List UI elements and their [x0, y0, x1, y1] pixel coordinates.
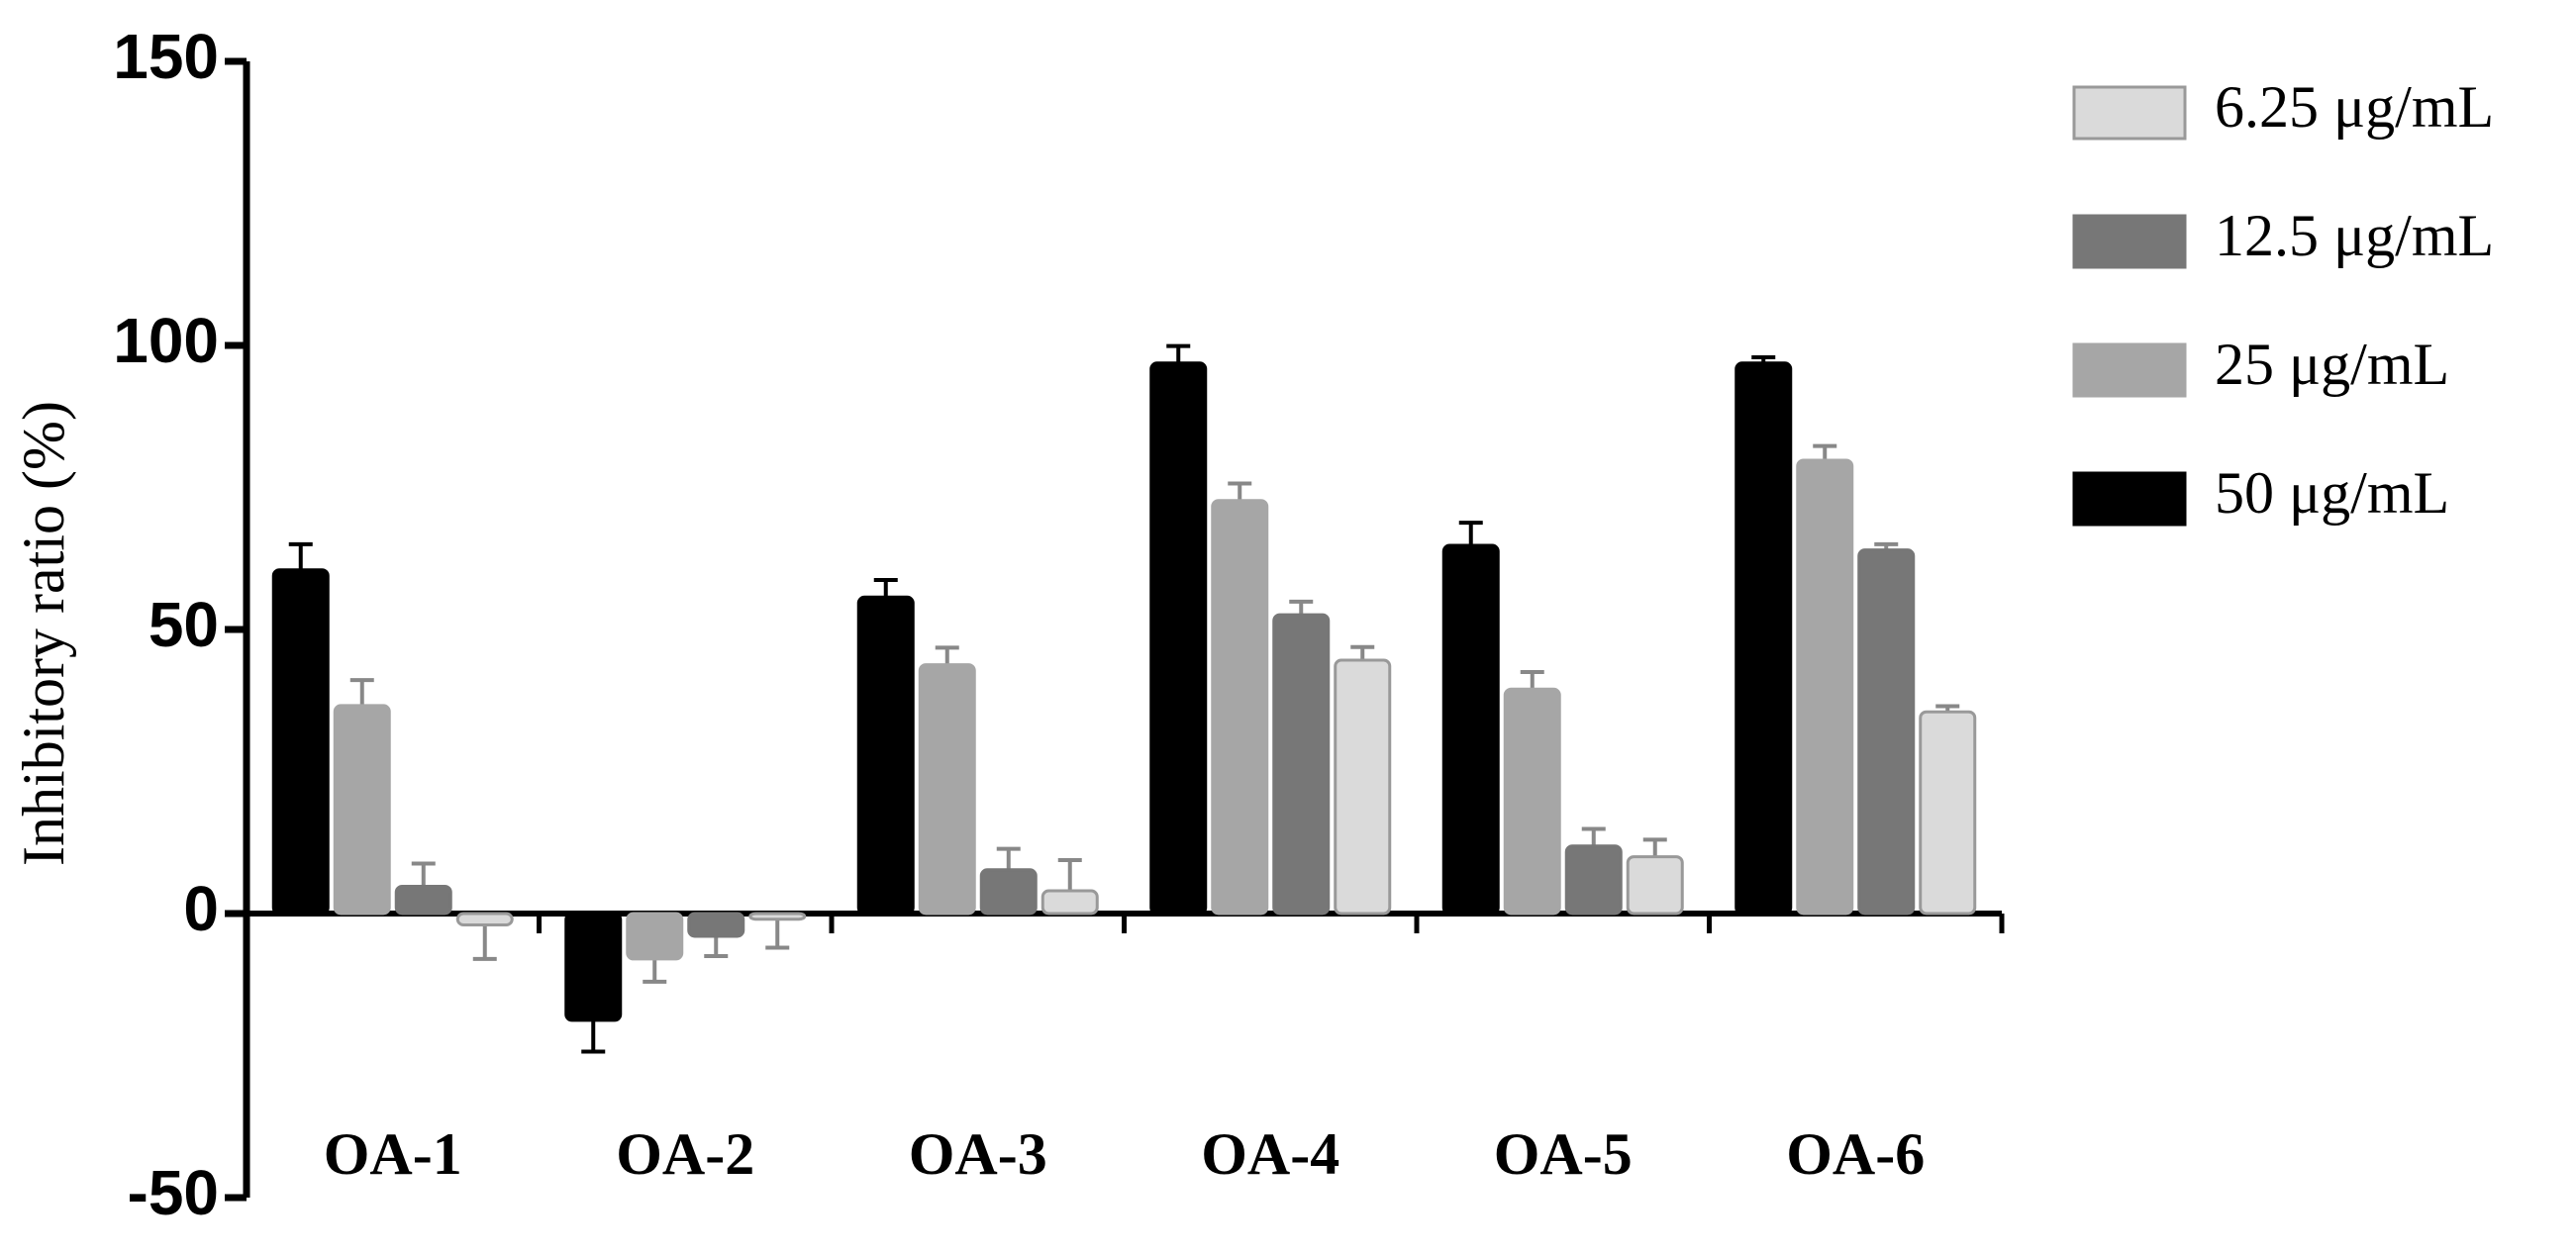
legend-label: 12.5 μg/mL — [2215, 203, 2494, 268]
bar — [918, 663, 976, 916]
bar — [333, 704, 391, 916]
legend-swatch — [2072, 85, 2187, 141]
x-tick-label: OA-3 — [909, 1121, 1047, 1187]
bar — [1626, 855, 1684, 916]
y-tick-label: -50 — [128, 1157, 220, 1228]
bar — [1211, 499, 1269, 916]
bar — [1796, 458, 1854, 916]
bar — [1040, 889, 1099, 916]
bar — [1334, 658, 1392, 916]
x-tick-label: OA-2 — [616, 1121, 754, 1187]
y-axis-label: Inhibitory ratio (%) — [11, 401, 76, 866]
legend-label: 6.25 μg/mL — [2215, 74, 2494, 140]
bar — [1503, 687, 1561, 916]
x-tick-label: OA-5 — [1494, 1121, 1633, 1187]
bar — [748, 912, 807, 921]
bar — [1272, 613, 1331, 916]
bar — [1441, 543, 1500, 916]
y-tick-label: 100 — [113, 305, 219, 376]
legend-swatch — [2072, 342, 2187, 398]
y-tick-label: 50 — [149, 589, 219, 660]
bar — [687, 912, 745, 938]
y-tick-label: 150 — [113, 21, 219, 92]
bar — [1149, 361, 1208, 916]
bar — [979, 868, 1038, 916]
bar — [564, 912, 623, 1022]
x-tick-label: OA-4 — [1201, 1121, 1339, 1187]
legend-label: 25 μg/mL — [2215, 332, 2449, 397]
legend-swatch — [2072, 471, 2187, 527]
legend-label: 50 μg/mL — [2215, 460, 2449, 526]
bar — [394, 884, 452, 916]
bar — [1919, 710, 1977, 916]
bar — [1734, 361, 1793, 916]
bar — [856, 595, 915, 916]
x-tick-label: OA-6 — [1786, 1121, 1925, 1187]
y-tick-label: 0 — [183, 873, 219, 944]
x-tick-label: OA-1 — [324, 1121, 462, 1187]
legend-swatch — [2072, 214, 2187, 269]
bar — [271, 568, 330, 916]
bar — [1564, 844, 1623, 916]
bar — [455, 912, 514, 926]
bar — [626, 912, 684, 961]
bar — [1857, 548, 1916, 916]
